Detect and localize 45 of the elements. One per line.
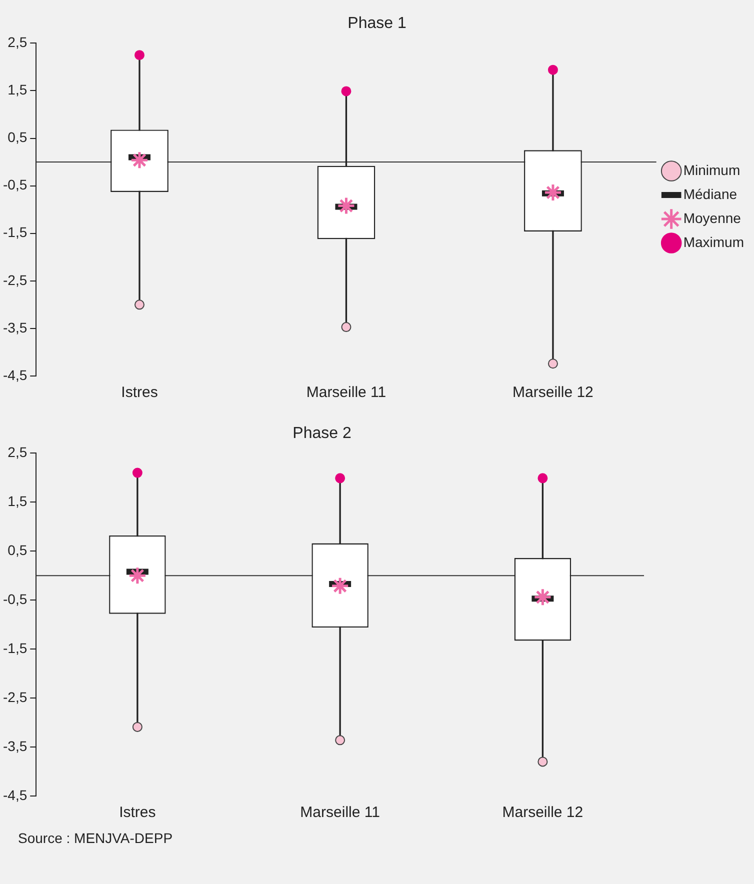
y-tick-label: 0,5 xyxy=(8,542,28,558)
point xyxy=(330,576,350,596)
point xyxy=(335,473,346,484)
legend-label: Moyenne xyxy=(683,210,742,226)
source-note: Source : MENJVA-DEPP xyxy=(17,830,174,846)
point xyxy=(341,322,352,332)
y-tick-label: 2,5 xyxy=(8,444,28,460)
point xyxy=(548,358,558,369)
y-tick-label: -4,5 xyxy=(3,786,28,803)
point xyxy=(548,64,558,75)
y-tick-label: -2,5 xyxy=(3,272,28,288)
y-tick-label: -3,5 xyxy=(3,319,28,336)
legend-label: Minimum xyxy=(683,162,740,178)
y-tick-label: -0,5 xyxy=(3,176,28,193)
legend-label: Maximum xyxy=(683,234,744,250)
y-tick-label: -1,5 xyxy=(3,224,28,240)
y-tick-label: -2,5 xyxy=(3,688,28,705)
y-tick-label: 1,5 xyxy=(8,493,28,510)
chart-title: Phase 1 xyxy=(348,15,406,32)
point xyxy=(538,756,548,767)
x-tick-label: Marseille 11 xyxy=(300,804,380,822)
point xyxy=(533,588,552,606)
y-tick-label: 1,5 xyxy=(8,82,28,98)
x-tick-label: Marseille 12 xyxy=(512,384,594,402)
y-tick-label: 2,5 xyxy=(8,34,28,50)
point xyxy=(341,86,352,96)
point xyxy=(335,735,346,746)
y-tick-label: -1,5 xyxy=(3,640,28,656)
x-tick-label: Istres xyxy=(121,384,158,402)
point xyxy=(538,473,548,484)
x-tick-label: Marseille 12 xyxy=(502,804,584,822)
y-tick-label: 0,5 xyxy=(8,129,28,146)
point xyxy=(134,300,144,310)
legend-label: Médiane xyxy=(683,186,738,202)
point xyxy=(128,566,147,585)
chart-title: Phase 2 xyxy=(292,425,352,442)
y-tick-label: -3,5 xyxy=(3,738,28,754)
x-tick-label: Istres xyxy=(119,804,156,822)
point xyxy=(544,183,562,202)
point xyxy=(132,468,142,478)
point xyxy=(132,722,142,732)
x-tick-label: Marseille 11 xyxy=(306,384,386,402)
y-tick-label: -0,5 xyxy=(3,590,28,607)
point xyxy=(134,50,144,60)
y-tick-label: -4,5 xyxy=(3,366,28,383)
